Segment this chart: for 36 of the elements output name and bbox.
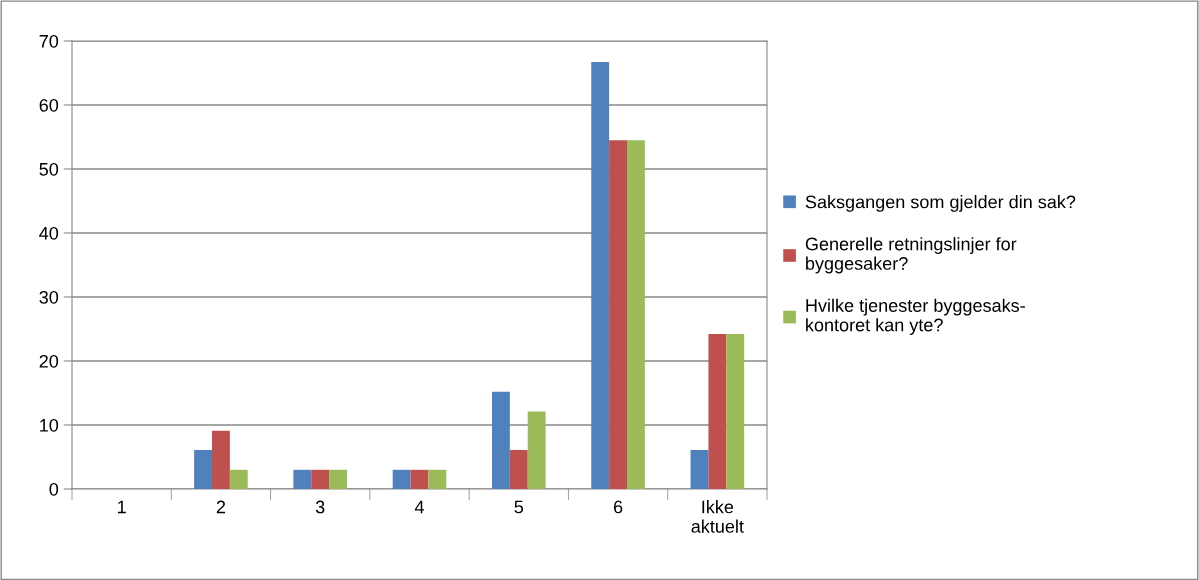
legend-label: Generelle retningslinjer for byggesaker?	[805, 237, 1017, 274]
x-tick-label: 6	[613, 500, 623, 514]
y-tick-label: 40	[39, 226, 59, 240]
bar	[311, 469, 330, 489]
bar	[591, 62, 610, 489]
bar	[293, 469, 312, 489]
y-tick-label: 60	[39, 98, 59, 112]
x-tick-label: 5	[514, 500, 524, 514]
legend-label: Saksgangen som gjelder din sak?	[805, 195, 1076, 212]
bar	[726, 334, 745, 489]
y-tick-label: 0	[49, 482, 59, 496]
bar	[491, 391, 510, 489]
bar	[194, 449, 212, 489]
bar	[690, 449, 709, 489]
bar	[392, 469, 411, 489]
bar	[428, 469, 447, 489]
x-tick-label: 2	[216, 500, 226, 514]
y-tick-label: 20	[39, 354, 59, 368]
bar	[329, 469, 348, 489]
bar	[229, 469, 248, 489]
bar	[708, 334, 727, 489]
x-tick-label: 4	[414, 500, 424, 514]
bar	[410, 469, 429, 489]
y-tick-label: 10	[40, 418, 59, 432]
bar	[609, 140, 628, 489]
x-tick-label: 1	[118, 500, 126, 514]
bar	[509, 449, 528, 489]
bar	[527, 411, 546, 489]
x-tick-label: 3	[315, 500, 325, 514]
y-tick-label: 50	[39, 162, 59, 176]
legend-label: Hvilke tjenester byggesaks- kontoret kan yte?	[806, 298, 1025, 335]
y-tick-label: 30	[39, 290, 59, 304]
bar	[211, 430, 230, 489]
bar	[627, 140, 645, 489]
y-tick-label: 70	[39, 34, 59, 48]
x-tick-label: Ikke aktuelt	[691, 500, 744, 533]
